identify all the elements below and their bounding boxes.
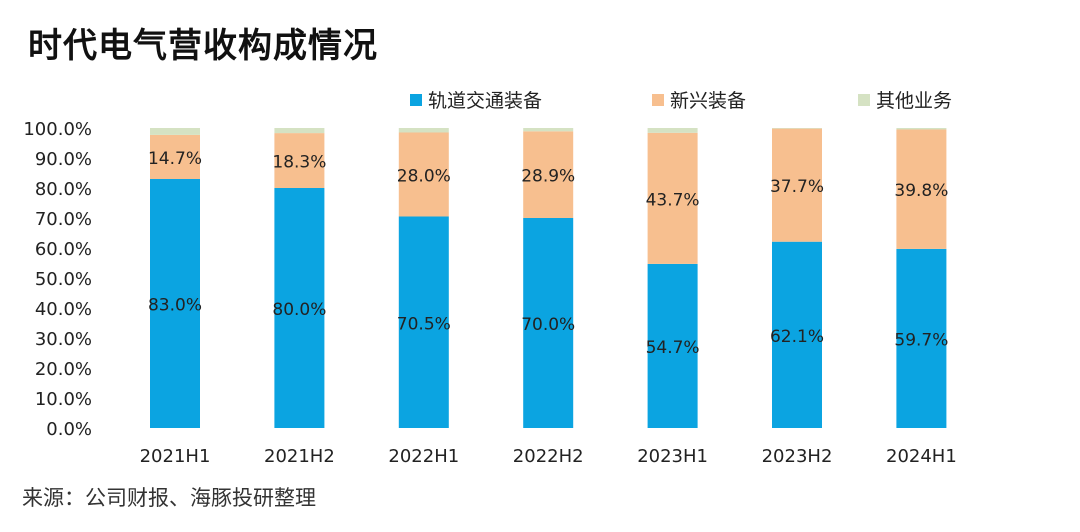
data-label: 62.1% [770,327,824,347]
legend-item-emerging: 新兴装备 [652,86,746,113]
data-label: 80.0% [272,300,326,320]
data-label: 43.7% [646,190,700,210]
y-tick-label: 90.0% [35,149,92,170]
x-tick-label: 2022H1 [388,446,459,467]
y-tick-label: 50.0% [35,269,92,290]
data-label: 59.7% [894,330,948,350]
bar-segment [398,216,449,428]
bar-segment [896,248,947,428]
bar-segment [150,134,200,179]
bar-segment [647,128,698,133]
bar-segment [523,128,574,132]
bar-segment [398,132,449,217]
bar-segment [274,133,325,188]
legend-swatch [410,93,422,106]
y-tick-label: 40.0% [35,299,92,320]
y-tick-label: 20.0% [35,359,92,380]
bar-segment [896,128,947,130]
x-tick-label: 2023H1 [637,446,708,467]
y-tick-label: 10.0% [35,389,92,410]
x-tick-label: 2023H2 [762,446,833,467]
x-tick-label: 2021H2 [264,446,335,467]
bar-segment [772,241,822,428]
y-tick-label: 30.0% [35,329,92,350]
data-label: 70.5% [397,314,451,334]
bar-segment [647,263,698,428]
bar-segment [772,128,822,242]
bar-segment [523,131,574,218]
bar-segment [150,128,200,135]
data-label: 14.7% [148,149,202,169]
data-label: 28.9% [521,167,575,187]
bar-segment [896,129,947,249]
legend-label: 其他业务 [876,90,953,112]
bar-segment [150,179,200,428]
y-tick-label: 70.0% [35,209,92,230]
bar-segment [398,128,449,133]
bar-segment [647,132,698,264]
data-label: 83.0% [148,296,202,316]
y-tick-label: 100.0% [23,119,92,140]
legend-label: 新兴装备 [670,90,747,112]
y-tick-label: 80.0% [35,179,92,200]
data-label: 28.0% [397,167,451,187]
data-label: 18.3% [272,153,326,173]
x-tick-label: 2022H2 [513,446,584,467]
bar-segment [274,128,325,134]
x-tick-label: 2024H1 [886,446,957,467]
data-label: 70.0% [521,315,575,335]
legend-label: 轨道交通装备 [428,90,543,112]
bar-segment [772,128,822,129]
y-tick-label: 60.0% [35,239,92,260]
legend-swatch [652,93,664,106]
x-tick-label: 2021H1 [140,446,211,467]
legend-item-other: 其他业务 [858,86,952,113]
legend-item-rail: 轨道交通装备 [410,86,542,113]
data-label: 37.7% [770,177,824,197]
y-tick-label: 0.0% [46,419,92,440]
legend-swatch [858,93,870,106]
source-note: 来源：公司财报、海豚投研整理 [22,486,316,510]
data-label: 39.8% [894,181,948,201]
bar-segment [523,218,574,428]
bar-segment [274,188,325,428]
chart-title: 时代电气营收构成情况 [28,26,378,66]
data-label: 54.7% [646,338,700,358]
